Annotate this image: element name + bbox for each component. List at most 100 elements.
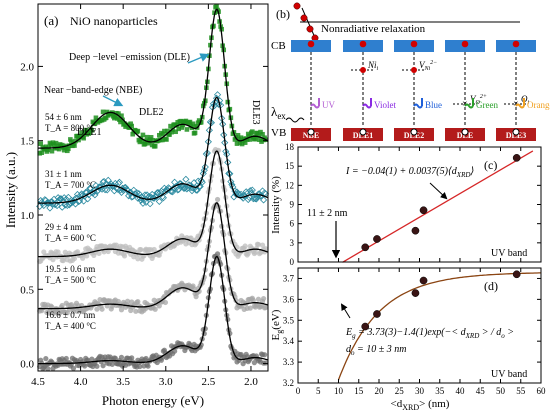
panel-d-ylabel: Eg(eV) [270, 309, 284, 340]
data-point [144, 134, 150, 140]
panel-a-axes: 4.5 4.0 3.5 3.0 2.5 2.0 0.0 0.5 1.0 1.5 2.0 [20, 4, 268, 388]
x-tick-label: 60 [537, 386, 547, 396]
data-point [138, 246, 144, 253]
hole-dot [410, 128, 418, 136]
data-point [187, 119, 193, 125]
data-point [44, 199, 52, 207]
panel-a-title: NiO nanoparticles [70, 14, 158, 28]
data-point [411, 226, 420, 235]
data-point [55, 196, 63, 205]
panel-c-fit-equation: I = −0.04(1) + 0.0037(5)⟨dXRD⟩ [345, 166, 474, 179]
data-point [58, 203, 66, 211]
data-point [43, 144, 49, 150]
y-tick-label: 3.4 [283, 336, 295, 346]
emission-label: Green [476, 100, 498, 110]
y-tick-label: 0.5 [20, 284, 34, 296]
data-point [103, 115, 109, 121]
data-point [67, 196, 75, 204]
data-point [50, 257, 56, 263]
data-point [142, 198, 150, 206]
data-point [253, 136, 258, 142]
data-point [87, 130, 93, 135]
data-point [178, 118, 184, 124]
data-point [115, 178, 124, 186]
emission-label: Blue [425, 100, 442, 110]
data-point [260, 196, 268, 204]
vb-label: VB [271, 127, 286, 139]
data-point [135, 128, 141, 134]
data-point [154, 189, 162, 197]
data-point [147, 137, 153, 142]
data-point [89, 127, 95, 133]
data-point [373, 235, 381, 243]
data-point [255, 241, 262, 248]
data-point [53, 201, 61, 210]
panel-c-intensity: 0 3 6 9 12 15 18 (c) I = −0.04(1) + 0.0037(5)⟨… [270, 142, 542, 267]
hole-dot [512, 128, 520, 136]
data-point [137, 363, 143, 370]
data-point [105, 248, 111, 255]
data-point [124, 186, 132, 194]
data-point [101, 186, 109, 194]
data-point [181, 184, 189, 192]
data-point [43, 356, 49, 362]
series-label-size: 54 ± 6 nm [45, 112, 82, 122]
data-point [197, 177, 205, 185]
panel-c-ylabel: Intensity (%) [270, 176, 282, 234]
panel-a-series-labels: 54 ± 6 nmT_A = 800 °C 31 ± 1 nmT_A = 700 … [45, 112, 96, 331]
data-point [214, 251, 221, 257]
data-point [256, 133, 261, 138]
data-point [170, 184, 178, 192]
cb-label: CB [271, 40, 286, 52]
data-point [99, 306, 105, 312]
data-point [152, 143, 158, 149]
x-tick-label: 45 [476, 386, 486, 396]
data-point [110, 187, 118, 195]
series-0 [37, 3, 269, 156]
data-point [169, 188, 177, 196]
threshold-label: 11 ± 2 nm [307, 208, 348, 219]
data-point [251, 360, 257, 366]
defect-electron [411, 67, 417, 73]
panel-b-energy-diagram: NBEUVDLE1NiiVioletDLE2VNi2−BlueDLE×VO2+G… [271, 2, 550, 141]
data-point [263, 360, 269, 366]
x-tick-label: 5 [316, 386, 321, 396]
data-point [247, 137, 253, 142]
electron-dot [293, 2, 301, 10]
data-point [190, 121, 196, 127]
data-point [238, 135, 244, 140]
y-tick-label: 3 [290, 238, 295, 248]
x-tick-label: 4.5 [31, 376, 45, 388]
defect-electron [360, 67, 366, 73]
panel-c-axes: 0 3 6 9 12 15 18 [285, 142, 542, 267]
data-point [59, 302, 65, 309]
data-point [100, 363, 106, 369]
x-tick-label: 3.5 [116, 376, 130, 388]
panel-c-fit-arrow [429, 182, 448, 200]
panel-d-fit-arrow [340, 303, 351, 319]
x-tick-label: 4.0 [74, 376, 88, 388]
panel-b-bands: NBEUVDLE1NiiVioletDLE2VNi2−BlueDLE×VO2+G… [285, 2, 550, 141]
series-label-temp: T_A = 400 °C [45, 321, 96, 331]
data-point [361, 243, 370, 252]
data-point [255, 131, 260, 136]
data-point [125, 298, 131, 304]
panel-d-frame [297, 267, 542, 384]
data-point [235, 132, 241, 138]
data-point [198, 119, 204, 125]
data-point [263, 304, 269, 311]
series-label-size: 29 ± 4 nm [45, 222, 82, 232]
data-point [162, 299, 169, 306]
data-point [121, 253, 128, 259]
data-point [118, 354, 125, 360]
data-point [198, 178, 206, 186]
data-point [133, 308, 139, 314]
data-point [203, 149, 211, 157]
panel-a-frame [37, 3, 269, 372]
data-point [118, 307, 125, 313]
x-tick-label: 25 [395, 386, 405, 396]
data-point [70, 365, 77, 371]
panel-a-plot-area [36, 3, 270, 372]
data-point [38, 141, 44, 147]
data-point [179, 125, 185, 130]
